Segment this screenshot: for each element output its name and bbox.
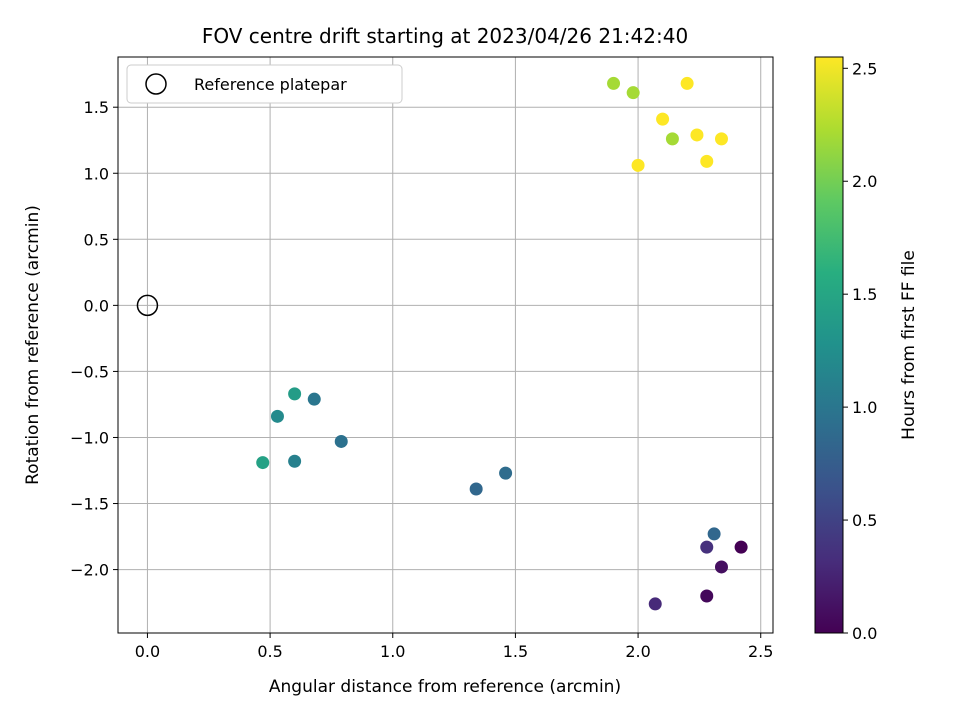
colorbar-tick-label: 2.0	[852, 172, 877, 191]
y-tick-label: 0.0	[84, 296, 109, 315]
grid-lines	[118, 57, 773, 633]
legend-marker-open-circle	[145, 73, 167, 95]
y-tick-label: −1.5	[70, 495, 109, 514]
y-tick-label: −0.5	[70, 362, 109, 381]
data-point	[307, 392, 321, 406]
data-point	[714, 560, 728, 574]
data-point	[288, 387, 302, 401]
x-axis-ticks: 0.0 0.5 1.0 1.5 2.0 2.5	[135, 633, 773, 661]
data-point	[734, 540, 748, 554]
data-point	[469, 482, 483, 496]
x-axis-label: Angular distance from reference (arcmin)	[269, 677, 621, 697]
colorbar-ticks: 0.0 0.5 1.0 1.5 2.0 2.5	[843, 59, 877, 643]
reference-marker-layer	[136, 294, 159, 317]
colorbar-tick-label: 1.5	[852, 285, 877, 304]
data-point	[707, 527, 721, 541]
reference-platepar-marker	[136, 294, 159, 317]
chart-title: FOV centre drift starting at 2023/04/26 …	[202, 24, 688, 48]
y-axis-ticks: −2.0 −1.5 −1.0 −0.5 0.0 0.5 1.0 1.5	[70, 98, 118, 580]
colorbar-tick-label: 0.0	[852, 624, 877, 643]
x-tick-label: 1.0	[380, 642, 405, 661]
y-tick-label: −2.0	[70, 561, 109, 580]
data-point	[665, 132, 679, 146]
data-point	[700, 540, 714, 554]
data-point	[288, 454, 302, 468]
y-tick-label: −1.0	[70, 428, 109, 447]
data-point	[648, 597, 662, 611]
legend-label: Reference platepar	[194, 75, 347, 94]
x-tick-label: 0.5	[257, 642, 282, 661]
legend: Reference platepar	[126, 64, 403, 104]
y-tick-label: 0.5	[84, 230, 109, 249]
legend-box	[126, 64, 403, 104]
x-tick-label: 2.0	[625, 642, 650, 661]
colorbar-label: Hours from first FF file	[899, 250, 919, 440]
data-point	[700, 154, 714, 168]
colorbar-tick-label: 2.5	[852, 59, 877, 78]
data-point	[334, 434, 348, 448]
data-point	[680, 76, 694, 90]
x-tick-label: 1.5	[503, 642, 528, 661]
y-tick-label: 1.0	[84, 164, 109, 183]
data-point	[656, 112, 670, 126]
data-point	[270, 409, 284, 423]
colorbar	[814, 56, 844, 634]
data-point	[626, 86, 640, 100]
colorbar-tick-label: 1.0	[852, 398, 877, 417]
data-point	[714, 132, 728, 146]
plot-frame	[117, 56, 774, 634]
data-point	[256, 456, 270, 470]
data-point	[690, 128, 704, 142]
x-tick-label: 0.0	[135, 642, 160, 661]
colorbar-tick-label: 0.5	[852, 511, 877, 530]
data-point	[631, 158, 645, 172]
data-points	[256, 76, 748, 611]
y-tick-label: 1.5	[84, 98, 109, 117]
x-tick-label: 2.5	[748, 642, 773, 661]
data-point	[499, 466, 513, 480]
data-point	[607, 76, 621, 90]
data-point	[700, 589, 714, 603]
y-axis-label: Rotation from reference (arcmin)	[23, 205, 43, 485]
